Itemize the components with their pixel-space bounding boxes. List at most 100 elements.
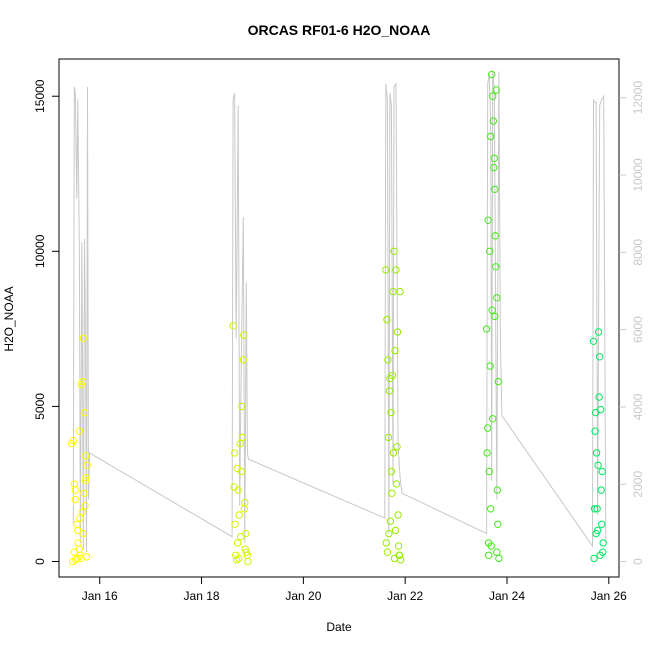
- data-point: [229, 322, 237, 330]
- data-point: [71, 486, 80, 494]
- data-point: [599, 539, 607, 547]
- data-point: [74, 539, 83, 547]
- data-point: [83, 461, 91, 469]
- y-tick-label: 5000: [33, 393, 47, 420]
- y-axis-left: 0 5000 10000 15000: [33, 79, 59, 565]
- data-point: [592, 449, 601, 457]
- data-point: [70, 480, 79, 488]
- scatter-points-group: [68, 70, 607, 566]
- data-point: [492, 263, 500, 271]
- data-point: [234, 539, 242, 547]
- data-point: [82, 474, 90, 482]
- line-series-group: [72, 71, 607, 553]
- data-point: [597, 405, 605, 414]
- data-point: [233, 556, 241, 564]
- data-point: [486, 247, 494, 256]
- data-point: [485, 551, 493, 559]
- y-right-tick-label: 6000: [631, 316, 645, 343]
- data-point: [388, 371, 397, 380]
- data-point: [493, 486, 501, 494]
- data-point: [489, 117, 497, 125]
- data-point: [493, 294, 501, 302]
- data-point: [488, 306, 496, 314]
- data-point: [236, 439, 244, 448]
- data-point: [490, 154, 498, 163]
- data-point: [238, 402, 246, 411]
- data-point: [393, 328, 402, 336]
- data-point: [237, 467, 246, 476]
- data-point: [75, 427, 84, 435]
- data-point: [396, 556, 405, 564]
- x-tick-label: Jan 16: [82, 589, 118, 603]
- x-tick-label: Jan 20: [285, 589, 321, 603]
- data-point: [384, 356, 392, 364]
- data-point: [485, 539, 493, 547]
- data-point: [489, 92, 497, 100]
- data-point: [492, 86, 500, 94]
- y-right-tick-label: 12000: [631, 81, 645, 115]
- x-tick-label: Jan 26: [591, 589, 627, 603]
- data-point: [393, 443, 401, 451]
- data-point: [77, 554, 85, 563]
- data-point: [78, 377, 87, 386]
- data-point: [80, 489, 88, 497]
- x-tick-label: Jan 18: [184, 589, 220, 603]
- x-axis: Jan 16 Jan 18 Jan 20 Jan 22 Jan 24 Jan 26: [82, 577, 627, 603]
- y-right-tick-label: 4000: [631, 393, 645, 420]
- data-point: [230, 449, 239, 457]
- data-point: [482, 325, 491, 333]
- data-point: [71, 495, 80, 504]
- data-point: [244, 557, 252, 566]
- data-point: [390, 247, 398, 256]
- y-tick-label: 10000: [33, 234, 47, 268]
- data-point: [77, 381, 86, 389]
- data-point: [594, 461, 602, 469]
- data-point: [81, 502, 89, 510]
- data-point: [487, 132, 495, 141]
- data-point: [495, 554, 503, 563]
- data-point: [80, 408, 89, 417]
- data-point: [595, 393, 603, 401]
- data-point: [493, 548, 501, 556]
- data-point: [491, 312, 499, 321]
- data-point: [394, 511, 402, 519]
- data-point: [81, 452, 90, 460]
- data-point: [385, 387, 394, 395]
- data-point: [79, 334, 88, 342]
- data-point: [596, 551, 604, 559]
- data-point: [242, 548, 251, 556]
- y-tick-label: 0: [33, 558, 47, 565]
- data-point: [598, 520, 606, 528]
- data-point: [494, 520, 502, 528]
- data-point: [592, 529, 600, 538]
- data-point: [590, 554, 598, 563]
- data-point: [76, 514, 84, 522]
- data-point: [235, 554, 243, 563]
- data-point: [385, 529, 393, 538]
- data-point: [388, 489, 396, 497]
- data-point: [240, 505, 249, 513]
- data-point: [491, 185, 499, 194]
- x-tick-label: Jan 24: [489, 589, 525, 603]
- x-axis-label: Date: [326, 620, 352, 634]
- data-point: [78, 508, 87, 516]
- y-right-tick-label: 8000: [631, 239, 645, 266]
- data-point: [73, 520, 81, 528]
- data-point: [593, 505, 601, 513]
- y-right-tick-label: 10000: [631, 158, 645, 192]
- data-point: [387, 408, 395, 417]
- data-point: [390, 554, 399, 563]
- data-point: [73, 554, 82, 563]
- y-axis-right: 0 2000 4000 6000 8000 10000 12000: [619, 81, 645, 565]
- data-point: [490, 163, 498, 172]
- data-point: [387, 467, 396, 476]
- data-point: [81, 477, 90, 485]
- data-point: [389, 449, 398, 457]
- data-point: [485, 467, 493, 476]
- data-point: [487, 505, 495, 513]
- data-point: [589, 337, 598, 345]
- data-point: [383, 315, 391, 324]
- data-point: [72, 556, 80, 564]
- data-point: [242, 529, 250, 538]
- data-point: [391, 346, 399, 355]
